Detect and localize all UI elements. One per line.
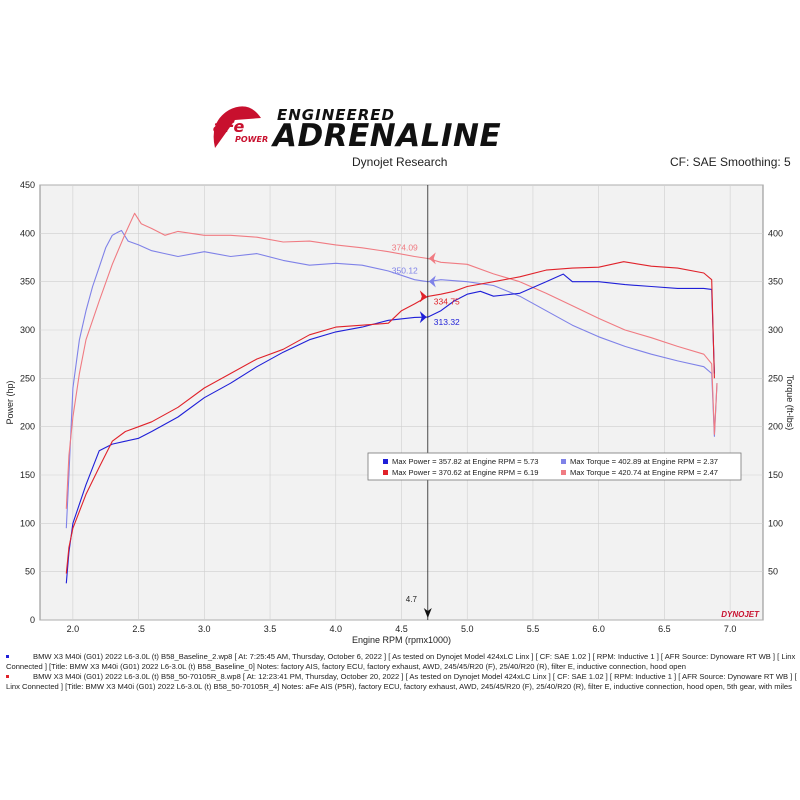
logo-power-text: POWER xyxy=(235,135,268,144)
y-tick-label: 400 xyxy=(20,228,35,238)
series-line-baseline_torque xyxy=(65,229,718,529)
y-tick-label: 100 xyxy=(20,518,35,528)
logo-afe-text: aFe xyxy=(213,117,244,136)
y-tick-label: 50 xyxy=(25,567,35,577)
x-tick-label: 6.5 xyxy=(658,624,671,634)
dyno-chart: 2.0 2.5 3.0 3.5 4.0 4.5 5.0 5.5 6.0 6.5 7.0 0 50 100 1… xyxy=(5,180,795,645)
y-tick-label: 150 xyxy=(20,470,35,480)
x-tick-label: 4.5 xyxy=(395,624,408,634)
y-tick-label: 300 xyxy=(20,325,35,335)
legend-entry: Max Power = 370.62 at Engine RPM = 6.19 xyxy=(392,468,538,477)
x-tick-label: 5.0 xyxy=(461,624,474,634)
series-line-modified_power xyxy=(65,261,715,574)
run-detail-baseline: BMW X3 M40i (G01) 2022 L6-3.0L (t) B58_B… xyxy=(6,652,798,672)
run-detail-text: BMW X3 M40i (G01) 2022 L6-3.0L (t) B58_5… xyxy=(6,672,797,691)
legend-swatch xyxy=(383,470,388,475)
y-tick-label: 350 xyxy=(20,277,35,287)
run-details: BMW X3 M40i (G01) 2022 L6-3.0L (t) B58_B… xyxy=(6,652,798,692)
chart-header-right: CF: SAE Smoothing: 5 xyxy=(670,155,791,169)
legend-swatch xyxy=(383,459,388,464)
y2-axis-title: Torque (ft-lbs) xyxy=(785,375,795,431)
series-line-modified_torque xyxy=(65,212,718,509)
cursor-readout-baseline_power: 313.32 xyxy=(434,317,460,327)
series-line-baseline_power xyxy=(65,273,715,584)
run-color-dot xyxy=(6,675,9,678)
x-tick-label: 3.5 xyxy=(264,624,277,634)
legend-box xyxy=(367,452,742,481)
x-tick-label: 7.0 xyxy=(724,624,737,634)
cursor-marker-baseline_power xyxy=(419,311,427,324)
cursor-marker-modified_torque xyxy=(428,252,436,265)
dynojet-watermark: DYNOJET xyxy=(721,610,760,619)
logo-adrenaline-text: ADRENALINE xyxy=(270,118,501,154)
y2-tick-label: 300 xyxy=(768,325,783,335)
x-tick-label: 3.0 xyxy=(198,624,211,634)
y2-tick-label: 150 xyxy=(768,470,783,480)
y2-tick-label: 400 xyxy=(768,228,783,238)
y2-tick-label: 350 xyxy=(768,277,783,287)
cursor-readout-modified_power: 334.75 xyxy=(434,296,460,306)
y-tick-label: 200 xyxy=(20,422,35,432)
legend-swatch xyxy=(561,470,566,475)
logo-swoosh xyxy=(213,106,261,148)
chart-header-left: Dynojet Research xyxy=(352,155,448,169)
legend-entry: Max Torque = 402.89 at Engine RPM = 2.37 xyxy=(570,457,718,466)
y-tick-label: 450 xyxy=(20,180,35,190)
legend-entry: Max Power = 357.82 at Engine RPM = 5.73 xyxy=(392,457,538,466)
run-color-dot xyxy=(6,655,9,658)
afe-logo-graphic: aFe POWER ENGINEERED ADRENALINE xyxy=(213,106,501,154)
afe-logo: aFe POWER ENGINEERED ADRENALINE xyxy=(205,98,605,158)
x-tick-label: 2.5 xyxy=(132,624,145,634)
y-tick-label: 0 xyxy=(30,615,35,625)
cursor-readout-modified_torque: 374.09 xyxy=(392,242,418,252)
legend-entry: Max Torque = 420.74 at Engine RPM = 2.47 xyxy=(570,468,718,477)
x-tick-label: 4.0 xyxy=(330,624,343,634)
run-detail-modified: BMW X3 M40i (G01) 2022 L6-3.0L (t) B58_5… xyxy=(6,672,798,692)
cursor-marker-modified_power xyxy=(419,290,427,303)
y2-tick-label: 200 xyxy=(768,422,783,432)
legend-swatch xyxy=(561,459,566,464)
logo-engineered-text: ENGINEERED xyxy=(277,106,395,124)
rpm-cursor-label: 4.7 xyxy=(406,595,418,604)
run-detail-text: BMW X3 M40i (G01) 2022 L6-3.0L (t) B58_B… xyxy=(6,652,796,671)
y-axis-title: Power (hp) xyxy=(5,380,15,424)
x-tick-label: 6.0 xyxy=(592,624,605,634)
cursor-readout-baseline_torque: 350.12 xyxy=(392,266,418,276)
x-axis-title: Engine RPM (rpmx1000) xyxy=(352,635,451,645)
y2-tick-label: 100 xyxy=(768,518,783,528)
cursor-marker-baseline_torque xyxy=(428,275,436,288)
y2-tick-label: 50 xyxy=(768,567,778,577)
x-tick-label: 2.0 xyxy=(67,624,80,634)
y2-tick-label: 250 xyxy=(768,373,783,383)
rpm-cursor-arrow xyxy=(423,608,432,618)
y-tick-label: 250 xyxy=(20,373,35,383)
x-tick-label: 5.5 xyxy=(527,624,540,634)
